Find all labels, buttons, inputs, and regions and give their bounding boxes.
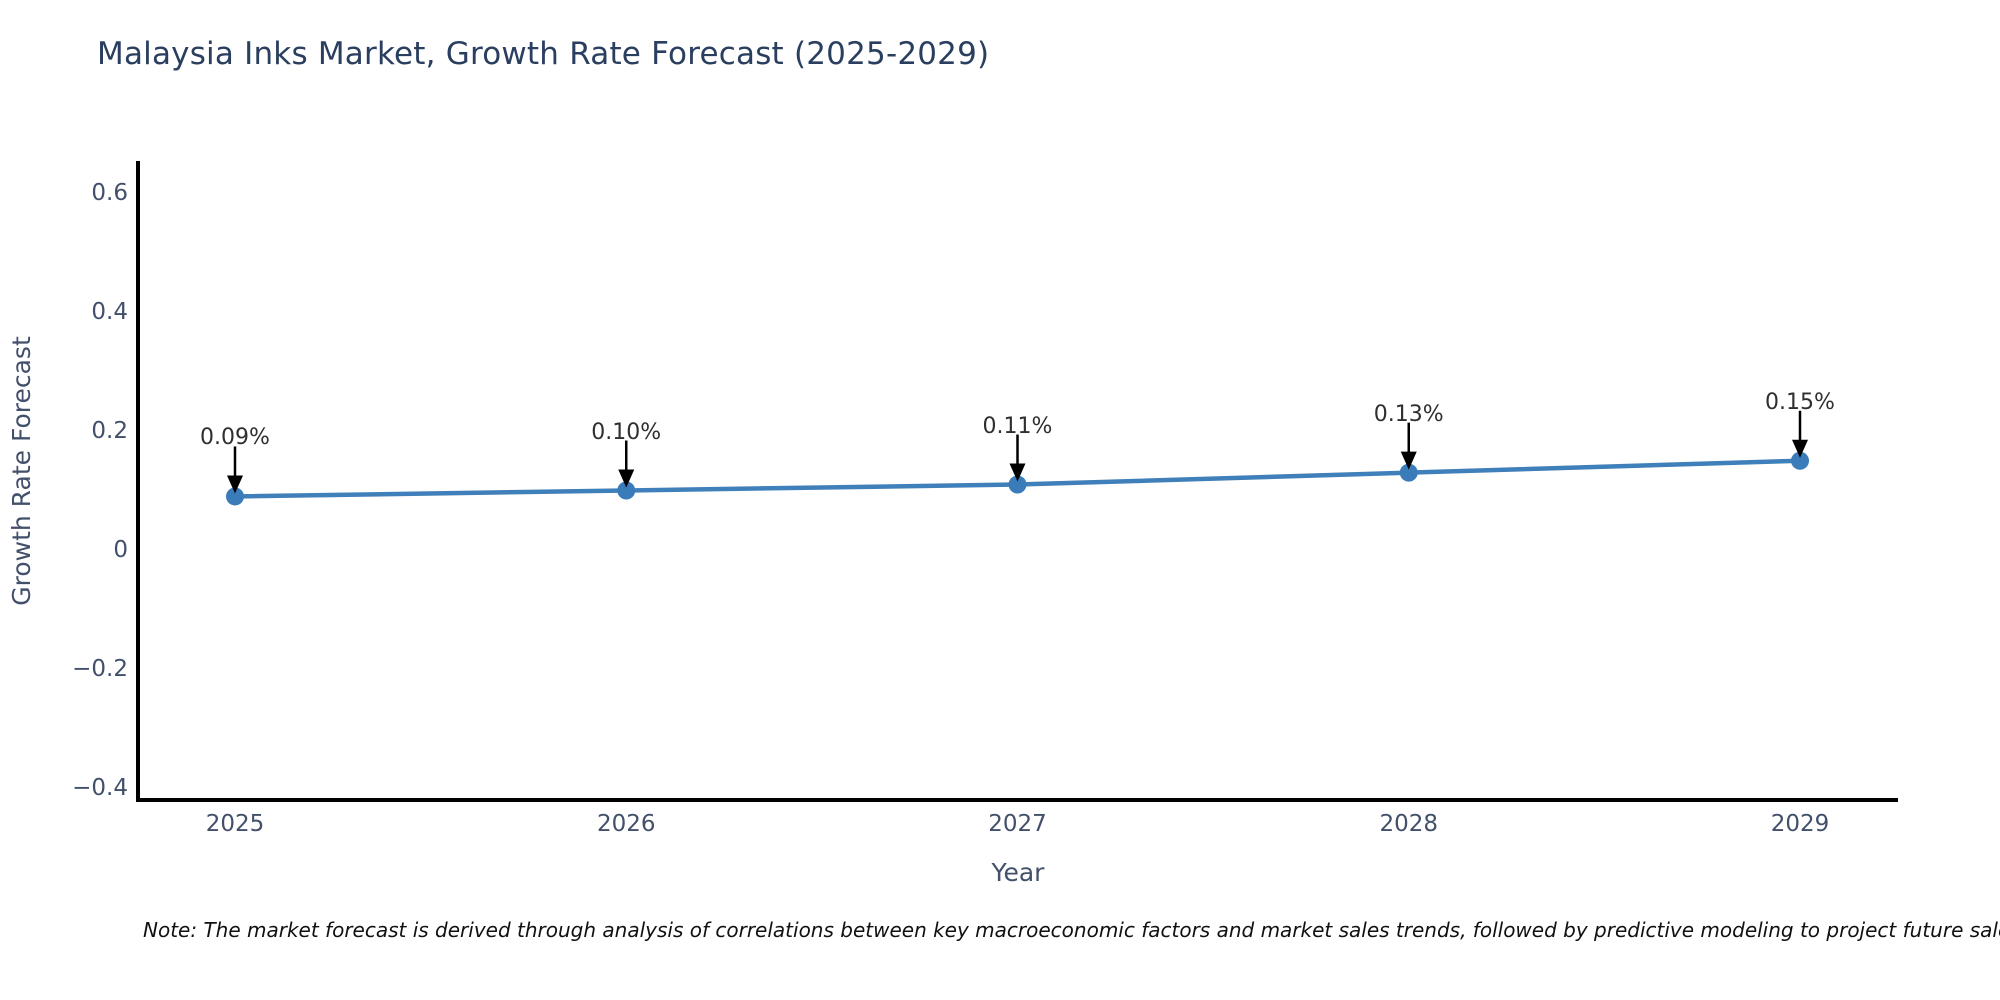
y-axis-title: Growth Rate Forecast [7, 336, 36, 606]
data-point-marker [1791, 451, 1809, 470]
data-point-marker [1008, 475, 1027, 494]
axis-lines [136, 161, 1898, 802]
data-point-marker [1399, 463, 1418, 482]
annotation-arrowhead [618, 469, 635, 488]
data-point-marker [617, 481, 636, 500]
annotation-arrowhead [1792, 439, 1808, 458]
annotation-arrowhead [1400, 451, 1417, 470]
data-point-marker [226, 487, 244, 506]
annotation-arrowhead [227, 475, 243, 494]
chart-title: Malaysia Inks Market, Growth Rate Foreca… [97, 36, 990, 72]
footnote: Note: The market forecast is derived thr… [143, 918, 2000, 942]
annotation-arrowhead [1009, 463, 1026, 482]
x-axis-title: Year [991, 858, 1045, 887]
